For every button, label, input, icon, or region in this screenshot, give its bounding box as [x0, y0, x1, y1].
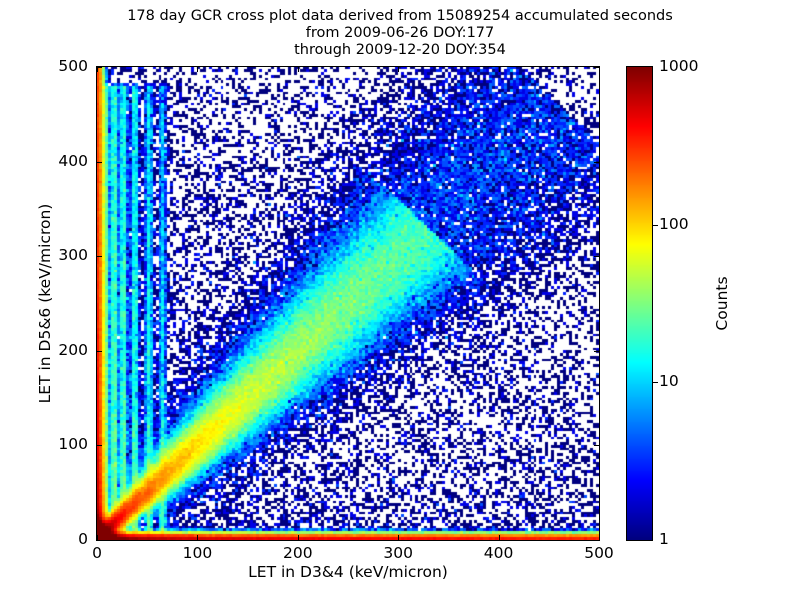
- y-tick-label: 100: [58, 435, 88, 454]
- title-line-3: through 2009-12-20 DOY:354: [294, 42, 506, 58]
- colorbar: [626, 66, 653, 541]
- x-axis-label: LET in D3&4 (keV/micron): [248, 563, 448, 581]
- y-tick-mark-right: [594, 161, 599, 163]
- x-tick-mark-top: [297, 67, 299, 72]
- x-tick-mark-top: [398, 67, 400, 72]
- y-tick-label: 300: [58, 246, 88, 265]
- y-tick-mark: [97, 350, 102, 352]
- x-tick-label: 100: [182, 544, 213, 562]
- y-tick-mark: [97, 161, 102, 163]
- y-tick-label: 0: [78, 530, 88, 548]
- y-axis-label: LET in D5&6 (keV/micron): [36, 203, 54, 404]
- x-tick-mark-top: [498, 67, 500, 72]
- x-tick-mark: [599, 535, 600, 540]
- y-tick-mark: [97, 67, 102, 68]
- y-tick-mark-right: [594, 350, 599, 352]
- colorbar-gradient: [627, 67, 652, 540]
- x-tick-label: 200: [283, 544, 313, 562]
- y-tick-mark-right: [594, 445, 599, 447]
- x-tick-label: 400: [483, 544, 514, 562]
- x-tick-mark: [398, 535, 400, 540]
- colorbar-tick-mark: [653, 382, 658, 383]
- colorbar-tick-label: 100: [659, 215, 689, 233]
- x-tick-label: 500: [584, 544, 614, 562]
- y-tick-mark: [97, 540, 102, 541]
- title-line-2: from 2009-06-26 DOY:177: [305, 25, 495, 41]
- plot-axes: [96, 66, 600, 541]
- y-tick-label: 400: [58, 151, 88, 170]
- y-tick-label: 500: [58, 57, 88, 75]
- x-tick-label: 0: [92, 544, 102, 562]
- y-tick-mark-right: [594, 540, 599, 541]
- x-tick-mark-top: [97, 67, 98, 72]
- x-tick-mark: [498, 535, 500, 540]
- title-line-1: 178 day GCR cross plot data derived from…: [127, 8, 673, 24]
- x-tick-mark: [97, 535, 98, 540]
- y-tick-mark: [97, 256, 102, 258]
- figure-title: 178 day GCR cross plot data derived from…: [0, 8, 800, 59]
- x-tick-label: 300: [383, 544, 413, 562]
- colorbar-tick-label: 1: [659, 530, 669, 548]
- x-tick-mark: [297, 535, 299, 540]
- y-tick-mark-right: [594, 256, 599, 258]
- y-tick-mark: [97, 445, 102, 447]
- colorbar-tick-label: 10: [659, 372, 679, 390]
- x-tick-mark-top: [197, 67, 199, 72]
- colorbar-label: Counts: [713, 276, 731, 331]
- x-tick-mark-top: [599, 67, 600, 72]
- x-tick-mark: [197, 535, 199, 540]
- colorbar-tick-label: 1000: [659, 57, 699, 75]
- density-scatter-canvas: [97, 67, 599, 540]
- y-tick-label: 200: [58, 340, 88, 359]
- colorbar-tick-mark: [653, 225, 658, 226]
- y-tick-mark-right: [594, 67, 599, 68]
